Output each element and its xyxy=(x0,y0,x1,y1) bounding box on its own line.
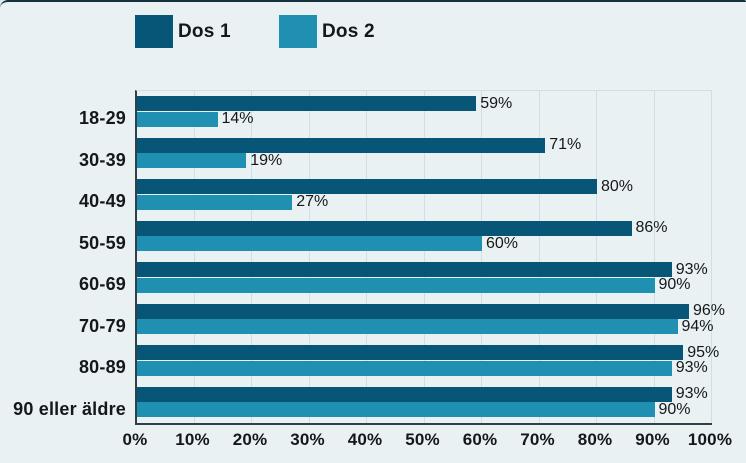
x-tick-label-30-: 30% xyxy=(290,430,325,449)
category-label-40-49: 40-49 xyxy=(78,191,126,211)
gridline xyxy=(538,91,540,423)
legend-label-dos-1: Dos 1 xyxy=(178,20,231,42)
bar-dos-1-30-39 xyxy=(137,137,546,153)
value-label-dos-1-90-eller-äldre: 93% xyxy=(675,385,708,402)
gridline xyxy=(711,91,712,423)
gridline xyxy=(481,91,482,423)
gridline xyxy=(308,91,310,423)
x-tick-label-20-: 20% xyxy=(232,430,268,449)
legend-item-dos-1: Dos 1 xyxy=(135,15,231,48)
category-label-80-89: 80-89 xyxy=(78,357,126,377)
gridline xyxy=(251,91,252,423)
gridline xyxy=(193,91,195,423)
value-label-dos-2-40-49: 27% xyxy=(296,193,329,210)
bar-dos-1-18-29 xyxy=(137,96,477,111)
value-label-dos-2-18-29: 14% xyxy=(221,110,254,127)
bar-dos-2-18-29 xyxy=(137,111,218,127)
value-label-dos-2-50-59: 60% xyxy=(486,234,519,252)
bar-dos-2-90-eller-äldre xyxy=(137,402,655,417)
x-tick-label-70-: 70% xyxy=(520,430,555,449)
value-label-dos-1-80-89: 95% xyxy=(687,343,720,361)
gridline xyxy=(423,91,425,423)
bar-dos-1-60-69 xyxy=(137,262,672,277)
category-label-60-69: 60-69 xyxy=(78,274,126,294)
value-label-dos-1-70-79: 96% xyxy=(693,302,726,319)
x-tick-label-10-: 10% xyxy=(175,430,210,449)
legend-swatch-dos-2-icon xyxy=(279,15,317,48)
legend-label-dos-2: Dos 2 xyxy=(322,20,375,42)
bar-dos-1-80-89 xyxy=(137,345,684,360)
category-label-18-29: 18-29 xyxy=(78,108,126,128)
gridline xyxy=(653,91,655,423)
gridline xyxy=(596,91,597,423)
value-label-dos-1-18-29: 59% xyxy=(480,94,513,112)
x-tick-label-100-: 100% xyxy=(687,430,733,449)
bar-dos-2-30-39 xyxy=(137,153,247,168)
value-label-dos-1-30-39: 71% xyxy=(549,136,582,153)
x-tick-label-50-: 50% xyxy=(405,430,440,449)
y-axis-category-labels: 18-29 30-39 40-49 50-59 60-69 70-79 80-89 90 el… xyxy=(0,90,126,422)
value-label-dos-2-30-39: 19% xyxy=(250,151,283,169)
x-axis: 0% 10% 20% 30% 40% 50% 60% 70% 80% 90% 100% xyxy=(123,430,732,456)
value-label-dos-2-70-79: 94% xyxy=(681,317,714,335)
gridline xyxy=(366,91,367,423)
value-label-dos-1-50-59: 86% xyxy=(635,219,668,236)
bar-dos-2-60-69 xyxy=(137,277,655,293)
bar-dos-2-80-89 xyxy=(137,360,672,376)
bar-dos-1-90-eller-äldre xyxy=(137,386,672,402)
bar-dos-1-50-59 xyxy=(137,220,632,236)
x-tick-label-80-: 80% xyxy=(577,430,613,449)
bar-dos-2-50-59 xyxy=(137,236,482,251)
x-tick-label-0-: 0% xyxy=(122,430,148,449)
legend: Dos 1 Dos 2 xyxy=(0,2,746,62)
legend-swatch-dos-1-icon xyxy=(135,15,173,48)
category-label-50-59: 50-59 xyxy=(78,232,126,253)
value-label-dos-1-60-69: 93% xyxy=(675,260,708,278)
category-label-70-79: 70-79 xyxy=(78,315,126,336)
x-tick-label-60-: 60% xyxy=(462,430,498,449)
value-label-dos-2-80-89: 93% xyxy=(675,359,708,376)
x-tick-label-40-: 40% xyxy=(347,430,383,449)
legend-item-dos-2: Dos 2 xyxy=(279,15,375,48)
value-label-dos-2-60-69: 90% xyxy=(658,276,691,293)
bar-dos-2-70-79 xyxy=(137,319,678,334)
category-label-30-39: 30-39 xyxy=(78,149,126,170)
bar-dos-1-40-49 xyxy=(137,179,597,194)
bar-dos-1-70-79 xyxy=(137,303,689,319)
category-label-90-eller-äldre: 90 eller äldre xyxy=(13,398,126,419)
plot-area: 59% 14% 71% 19% 80% 27% 86% 60% 93% 90% 96% 94% 95% 9… xyxy=(135,90,725,425)
value-label-dos-1-40-49: 80% xyxy=(601,177,634,195)
x-tick-label-90-: 90% xyxy=(635,430,670,449)
bar-dos-2-40-49 xyxy=(137,194,293,210)
value-label-dos-2-90-eller-äldre: 90% xyxy=(658,400,691,418)
